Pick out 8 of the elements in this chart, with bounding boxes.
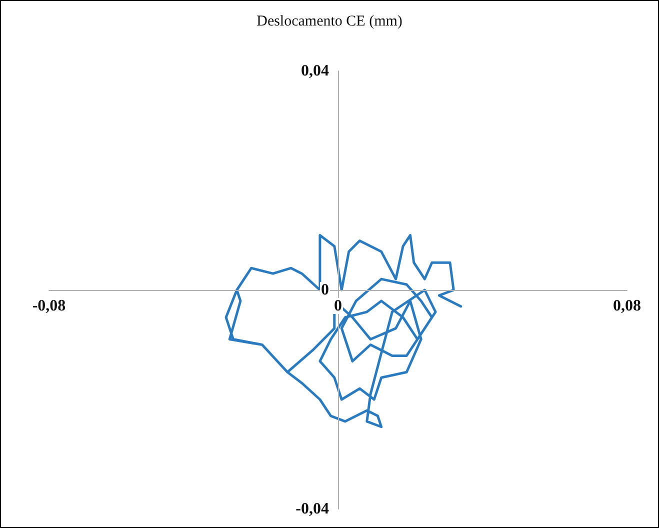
x-tick-label: -0,08 xyxy=(32,298,66,314)
line-series xyxy=(224,234,462,428)
y-tick-label: 0,04 xyxy=(301,62,329,80)
x-tick-label: 0,08 xyxy=(613,298,641,314)
chart-title: Deslocamento CE (mm) xyxy=(256,14,402,30)
x-tick-label: 0 xyxy=(334,298,342,314)
y-tick-label: 0 xyxy=(321,282,329,298)
y-tick-label: -0,04 xyxy=(296,500,329,518)
